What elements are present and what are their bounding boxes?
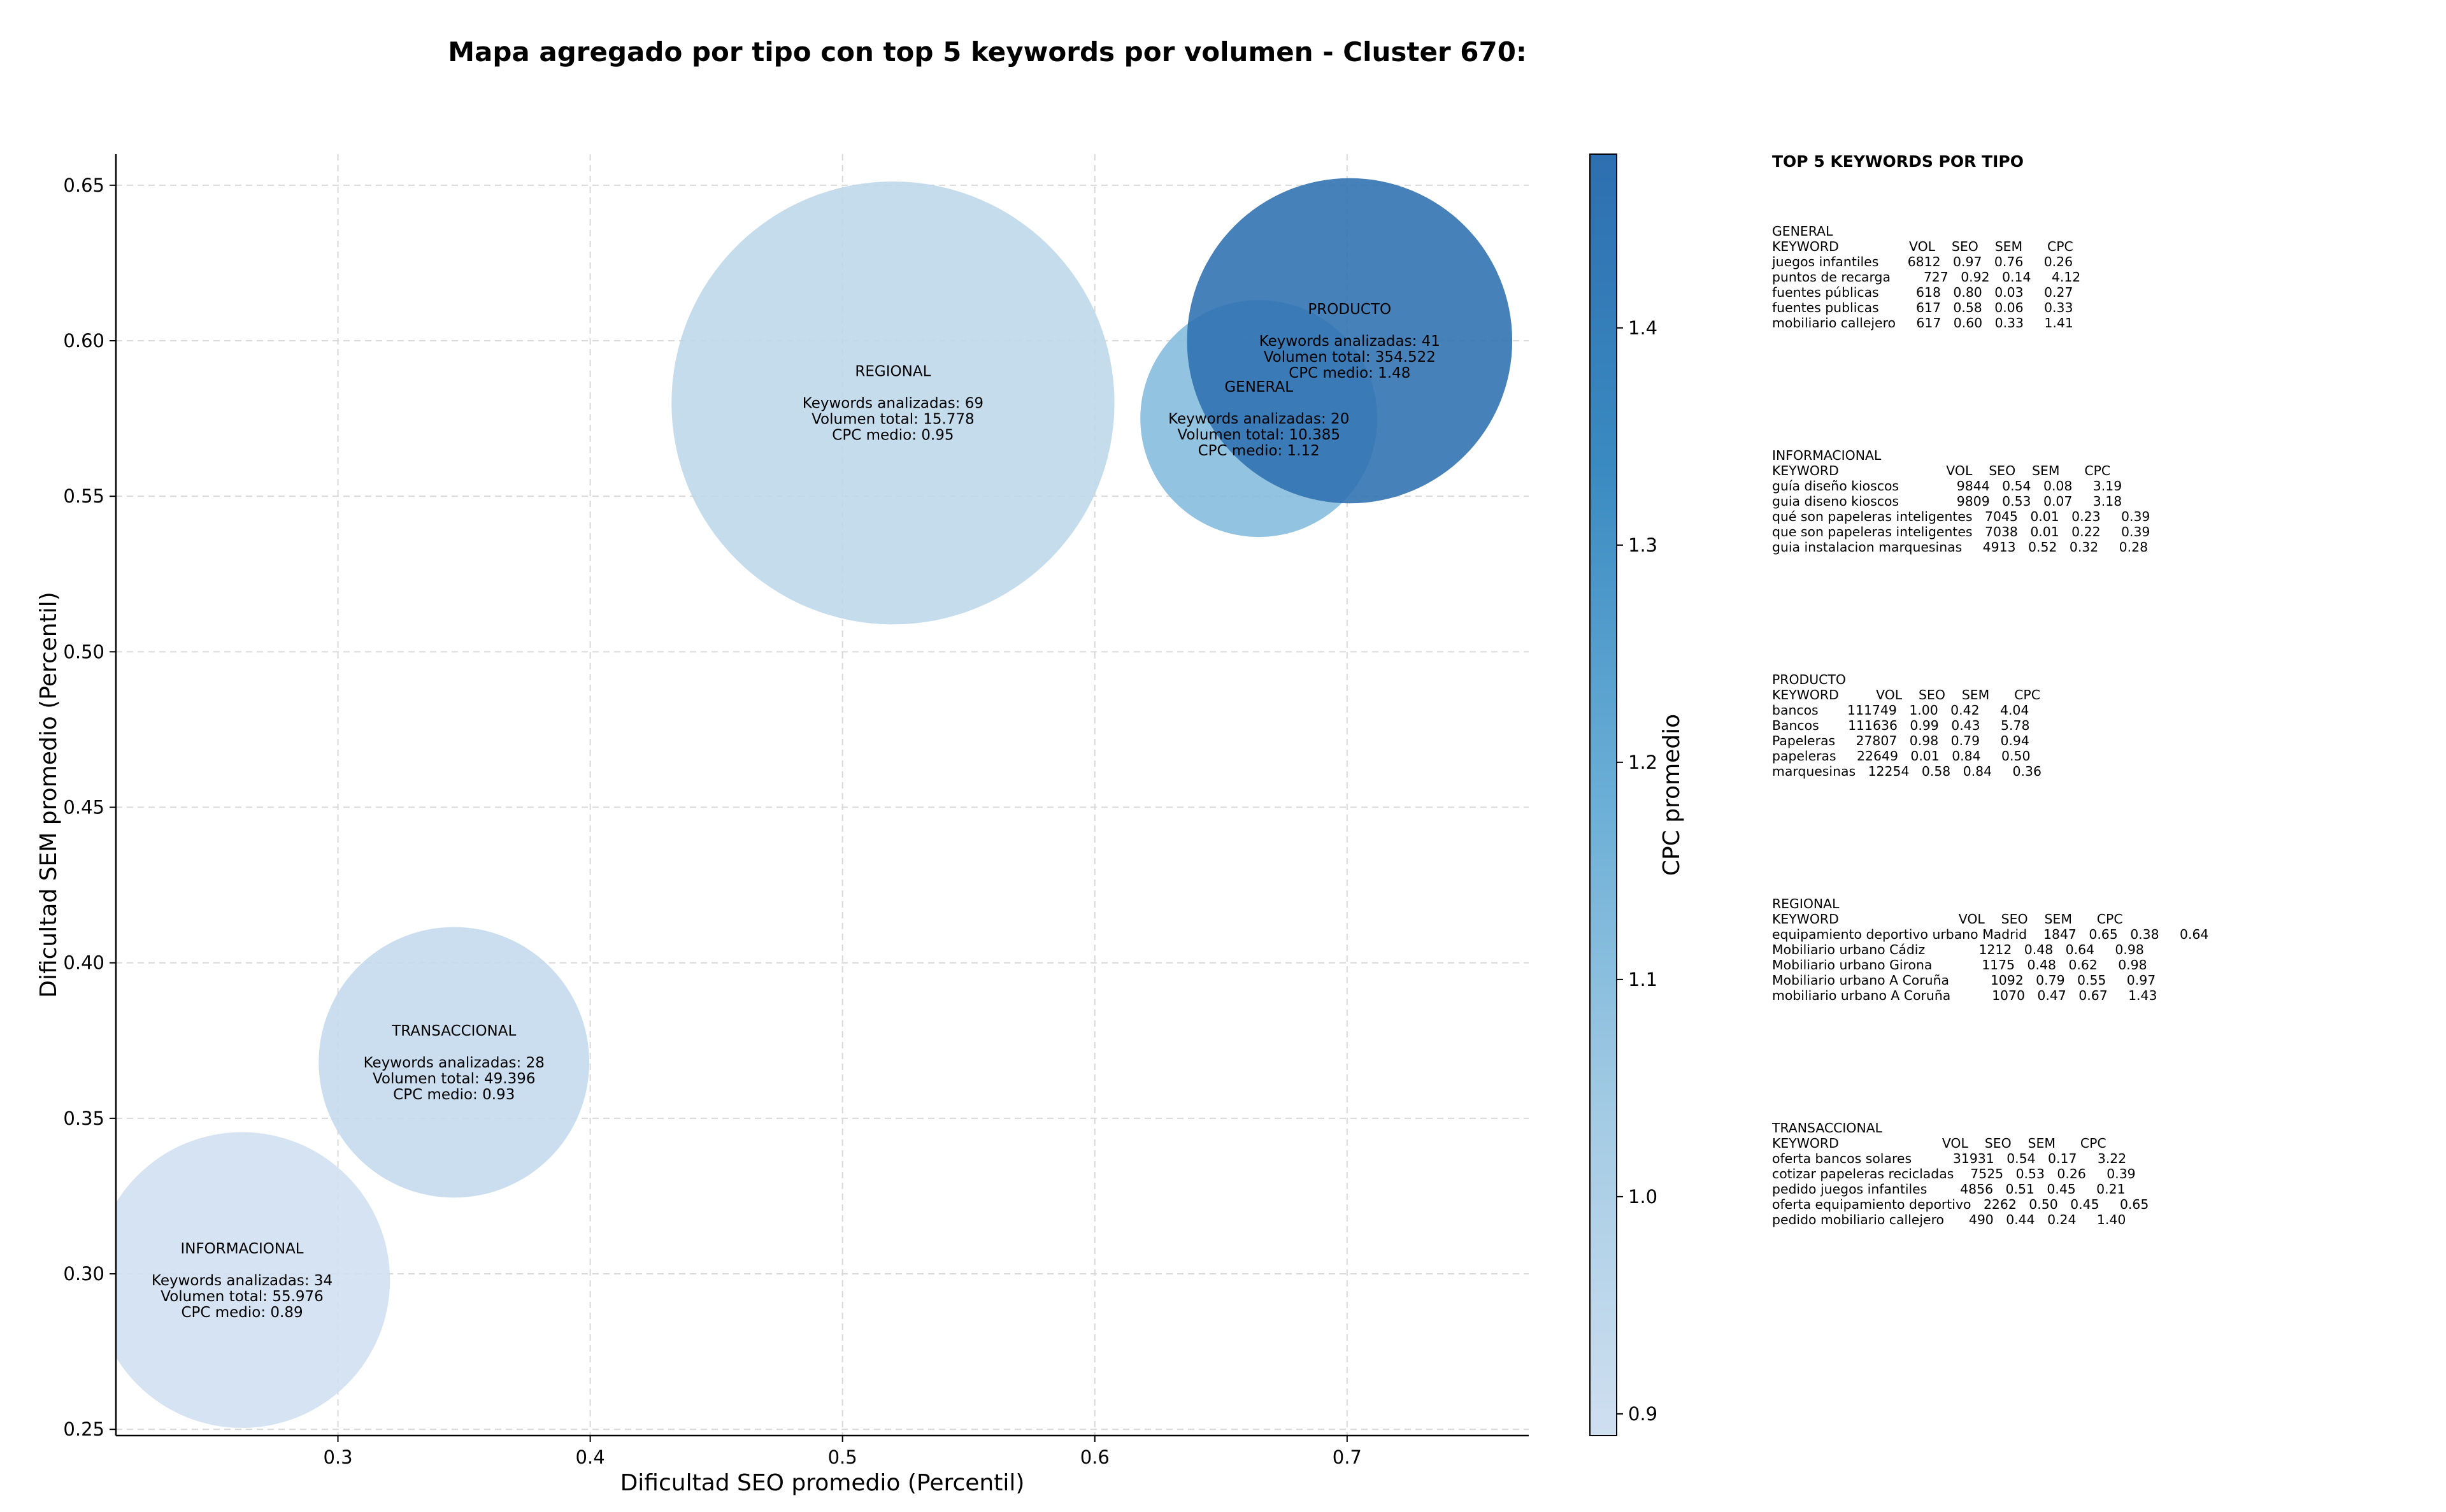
keywords-panel: TOP 5 KEYWORDS POR TIPO GENERAL KEYWORD V… [1771, 152, 2208, 1227]
colorbar-tick-label: 1.1 [1628, 969, 1657, 990]
x-ticks: 0.3 0.4 0.5 0.6 0.7 [323, 1436, 1362, 1468]
bubbles [116, 178, 1513, 1428]
bubble-label-transaccional: TRANSACCIONAL Keywords analizadas: 28 Vol… [364, 1023, 545, 1103]
bubble-label-regional: REGIONAL Keywords analizadas: 69 Volumen … [803, 364, 983, 444]
keywords-panel-tables: GENERAL KEYWORD VOL SEO SEM CPC juegos inf… [1771, 224, 2208, 1227]
y-tick-label: 0.65 [63, 175, 104, 196]
y-tick-label: 0.55 [63, 485, 104, 507]
x-tick-label: 0.6 [1080, 1446, 1110, 1468]
keywords-table-informacional: INFORMACIONAL KEYWORD VOL SEO SEM CPC guía… [1772, 448, 2150, 555]
keywords-table-transaccional: TRANSACCIONAL KEYWORD VOL SEO SEM CPC ofer… [1771, 1120, 2149, 1227]
x-tick-label: 0.5 [828, 1446, 857, 1468]
keywords-table-producto: PRODUCTO KEYWORD VOL SEO SEM CPC bancos 11… [1772, 672, 2042, 779]
x-axis-label: Dificultad SEO promedio (Percentil) [620, 1470, 1025, 1496]
bubble-labels: INFORMACIONAL Keywords analizadas: 34 Vol… [152, 301, 1440, 1321]
colorbar-ticks: 0.9 1.0 1.1 1.2 1.3 1.4 [1617, 317, 1657, 1425]
y-tick-label: 0.25 [63, 1418, 104, 1440]
bubble-producto [1187, 178, 1513, 504]
keywords-table-general: GENERAL KEYWORD VOL SEO SEM CPC juegos inf… [1771, 224, 2080, 331]
colorbar-gradient [1589, 153, 1617, 1436]
bubble-informacional [116, 1132, 390, 1428]
y-tick-label: 0.50 [63, 641, 104, 662]
bubble-label-general: GENERAL Keywords analizadas: 20 Volumen t… [1168, 379, 1349, 459]
colorbar-tick-label: 1.0 [1628, 1186, 1657, 1208]
y-axis-label: Dificultad SEM promedio (Percentil) [36, 592, 62, 998]
x-tick-label: 0.3 [323, 1446, 352, 1468]
bubble-label-producto: PRODUCTO Keywords analizadas: 41 Volumen … [1259, 301, 1440, 382]
colorbar-label: CPC promedio [1659, 714, 1685, 876]
chart-title: Mapa agregado por tipo con top 5 keyword… [448, 36, 1527, 68]
bubble-transaccional [318, 927, 590, 1198]
y-tick-label: 0.35 [63, 1108, 104, 1129]
y-tick-label: 0.45 [63, 797, 104, 818]
keywords-panel-heading: TOP 5 KEYWORDS POR TIPO [1772, 152, 2024, 171]
y-tick-label: 0.30 [63, 1263, 104, 1285]
x-tick-label: 0.4 [576, 1446, 605, 1468]
y-ticks: 0.25 0.30 0.35 0.40 0.45 0.50 0.55 0.60 0.65 [63, 175, 116, 1440]
y-tick-label: 0.40 [63, 952, 104, 974]
colorbar-tick-label: 1.4 [1628, 317, 1657, 339]
keywords-table-regional: REGIONAL KEYWORD VOL SEO SEM CPC equipamie… [1772, 896, 2208, 1003]
y-tick-label: 0.60 [63, 330, 104, 352]
colorbar-tick-label: 1.3 [1628, 534, 1657, 556]
bubble-label-informacional: INFORMACIONAL Keywords analizadas: 34 Vol… [152, 1241, 333, 1321]
colorbar-tick-label: 1.2 [1628, 752, 1657, 773]
x-tick-label: 0.7 [1333, 1446, 1362, 1468]
colorbar: 0.9 1.0 1.1 1.2 1.3 1.4 CPC promedio [1589, 153, 1685, 1436]
bubble-regional [671, 181, 1115, 625]
colorbar-tick-label: 0.9 [1628, 1403, 1657, 1425]
